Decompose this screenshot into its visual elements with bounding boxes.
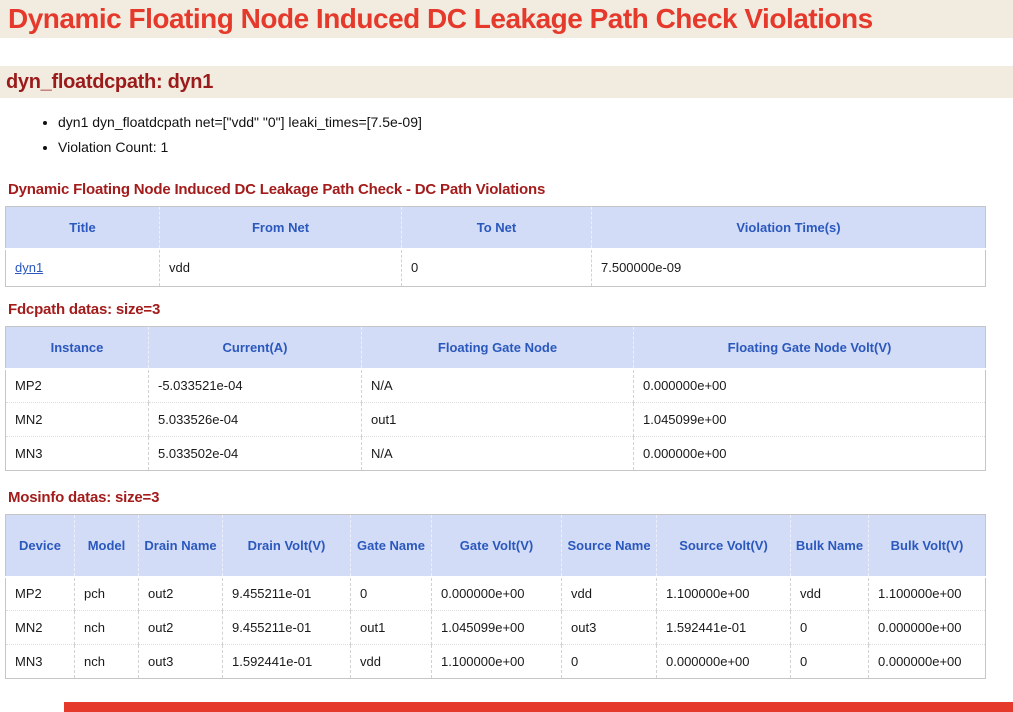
page-title: Dynamic Floating Node Induced DC Leakage… xyxy=(8,3,873,34)
section-banner: dyn_floatdcpath: dyn1 xyxy=(0,66,1013,98)
column-header-drain-volt-v: Drain Volt(V) xyxy=(222,514,351,578)
mosinfo-table: Device Model Drain Name Drain Volt(V) Gate N… xyxy=(5,514,986,679)
table-cell: 0 xyxy=(561,644,657,679)
table-cell: 0.000000e+00 xyxy=(633,368,986,403)
column-header-title: Title xyxy=(5,206,160,250)
dc-path-violations-caption: Dynamic Floating Node Induced DC Leakage… xyxy=(8,181,546,198)
table-cell: N/A xyxy=(361,436,634,471)
column-header-source-name: Source Name xyxy=(561,514,657,578)
column-header-floating-gate-node: Floating Gate Node xyxy=(361,326,634,370)
column-header-drain-name: Drain Name xyxy=(138,514,223,578)
column-header-instance: Instance xyxy=(5,326,149,370)
column-header-bulk-volt-v: Bulk Volt(V) xyxy=(868,514,986,578)
table-cell: 0.000000e+00 xyxy=(633,436,986,471)
bullet-violation-count: Violation Count: 1 xyxy=(58,139,1013,155)
column-header-device: Device xyxy=(5,514,75,578)
summary-bullet-list: dyn1 dyn_floatdcpath net=["vdd" "0"] lea… xyxy=(58,114,1013,155)
table-cell: 1.045099e+00 xyxy=(431,610,562,645)
table-cell: vdd xyxy=(561,576,657,611)
table-row: MN2 nch out2 9.455211e-01 out1 1.045099e+00 ou… xyxy=(5,610,986,645)
next-section-banner-cutoff xyxy=(64,702,1013,712)
table-cell: out1 xyxy=(361,402,634,437)
column-header-bulk-name: Bulk Name xyxy=(790,514,869,578)
table-cell: 0 xyxy=(790,610,869,645)
table-cell: 0 xyxy=(401,248,592,287)
table-cell: 5.033502e-04 xyxy=(148,436,362,471)
table-cell: 0 xyxy=(350,576,432,611)
table-cell: MP2 xyxy=(5,576,75,611)
table-cell: nch xyxy=(74,644,139,679)
table-cell: 0 xyxy=(790,644,869,679)
table-cell: -5.033521e-04 xyxy=(148,368,362,403)
table-cell: 1.045099e+00 xyxy=(633,402,986,437)
table-row: MP2 -5.033521e-04 N/A 0.000000e+00 xyxy=(5,368,986,403)
table-cell: 9.455211e-01 xyxy=(222,576,351,611)
table-cell: vdd xyxy=(159,248,402,287)
table-row: MN2 5.033526e-04 out1 1.045099e+00 xyxy=(5,402,986,437)
table-cell: out2 xyxy=(138,610,223,645)
column-header-to-net: To Net xyxy=(401,206,592,250)
bullet-net-summary: dyn1 dyn_floatdcpath net=["vdd" "0"] lea… xyxy=(58,114,1013,130)
column-header-floating-gate-node-volt-v: Floating Gate Node Volt(V) xyxy=(633,326,986,370)
column-header-gate-name: Gate Name xyxy=(350,514,432,578)
section-title: dyn_floatdcpath: dyn1 xyxy=(6,70,214,93)
table-cell: 1.100000e+00 xyxy=(431,644,562,679)
fdcpath-caption: Fdcpath datas: size=3 xyxy=(8,301,161,318)
table-row: MP2 pch out2 9.455211e-01 0 0.000000e+00 vdd 1.… xyxy=(5,576,986,611)
table-row: MN3 nch out3 1.592441e-01 vdd 1.100000e+00 0 0.… xyxy=(5,644,986,679)
column-header-model: Model xyxy=(74,514,139,578)
table-cell: vdd xyxy=(350,644,432,679)
table-cell: MN2 xyxy=(5,610,75,645)
table-cell: out3 xyxy=(138,644,223,679)
table-cell: vdd xyxy=(790,576,869,611)
column-header-current-a: Current(A) xyxy=(148,326,362,370)
table-cell: dyn1 xyxy=(5,248,160,287)
table-row: dyn1 vdd 0 7.500000e-09 xyxy=(5,248,986,287)
table-row: MN3 5.033502e-04 N/A 0.000000e+00 xyxy=(5,436,986,471)
table-cell: out3 xyxy=(561,610,657,645)
table-cell: 7.500000e-09 xyxy=(591,248,986,287)
table-cell: N/A xyxy=(361,368,634,403)
table-cell: MP2 xyxy=(5,368,149,403)
table-cell: 9.455211e-01 xyxy=(222,610,351,645)
table-cell: 1.592441e-01 xyxy=(222,644,351,679)
table-cell: MN2 xyxy=(5,402,149,437)
column-header-violation-time-s: Violation Time(s) xyxy=(591,206,986,250)
fdcpath-table: Instance Current(A) Floating Gate Node Floa… xyxy=(5,326,986,471)
table-cell: pch xyxy=(74,576,139,611)
column-header-source-volt-v: Source Volt(V) xyxy=(656,514,791,578)
column-header-gate-volt-v: Gate Volt(V) xyxy=(431,514,562,578)
table-cell: nch xyxy=(74,610,139,645)
title-banner: Dynamic Floating Node Induced DC Leakage… xyxy=(0,0,1013,38)
table-cell: 5.033526e-04 xyxy=(148,402,362,437)
table-cell: 1.100000e+00 xyxy=(656,576,791,611)
table-cell: out1 xyxy=(350,610,432,645)
table-cell: 0.000000e+00 xyxy=(431,576,562,611)
table-cell: 0.000000e+00 xyxy=(656,644,791,679)
table-cell: 1.592441e-01 xyxy=(656,610,791,645)
dc-path-violations-table: Title From Net To Net Violation Time(s) dyn1… xyxy=(5,206,986,287)
table-cell: 0.000000e+00 xyxy=(868,610,986,645)
table-cell: MN3 xyxy=(5,644,75,679)
table-cell: out2 xyxy=(138,576,223,611)
column-header-from-net: From Net xyxy=(159,206,402,250)
mosinfo-caption: Mosinfo datas: size=3 xyxy=(8,489,160,506)
table-cell: 0.000000e+00 xyxy=(868,644,986,679)
table-cell: MN3 xyxy=(5,436,149,471)
table-cell: 1.100000e+00 xyxy=(868,576,986,611)
dyn1-link[interactable]: dyn1 xyxy=(15,260,44,276)
